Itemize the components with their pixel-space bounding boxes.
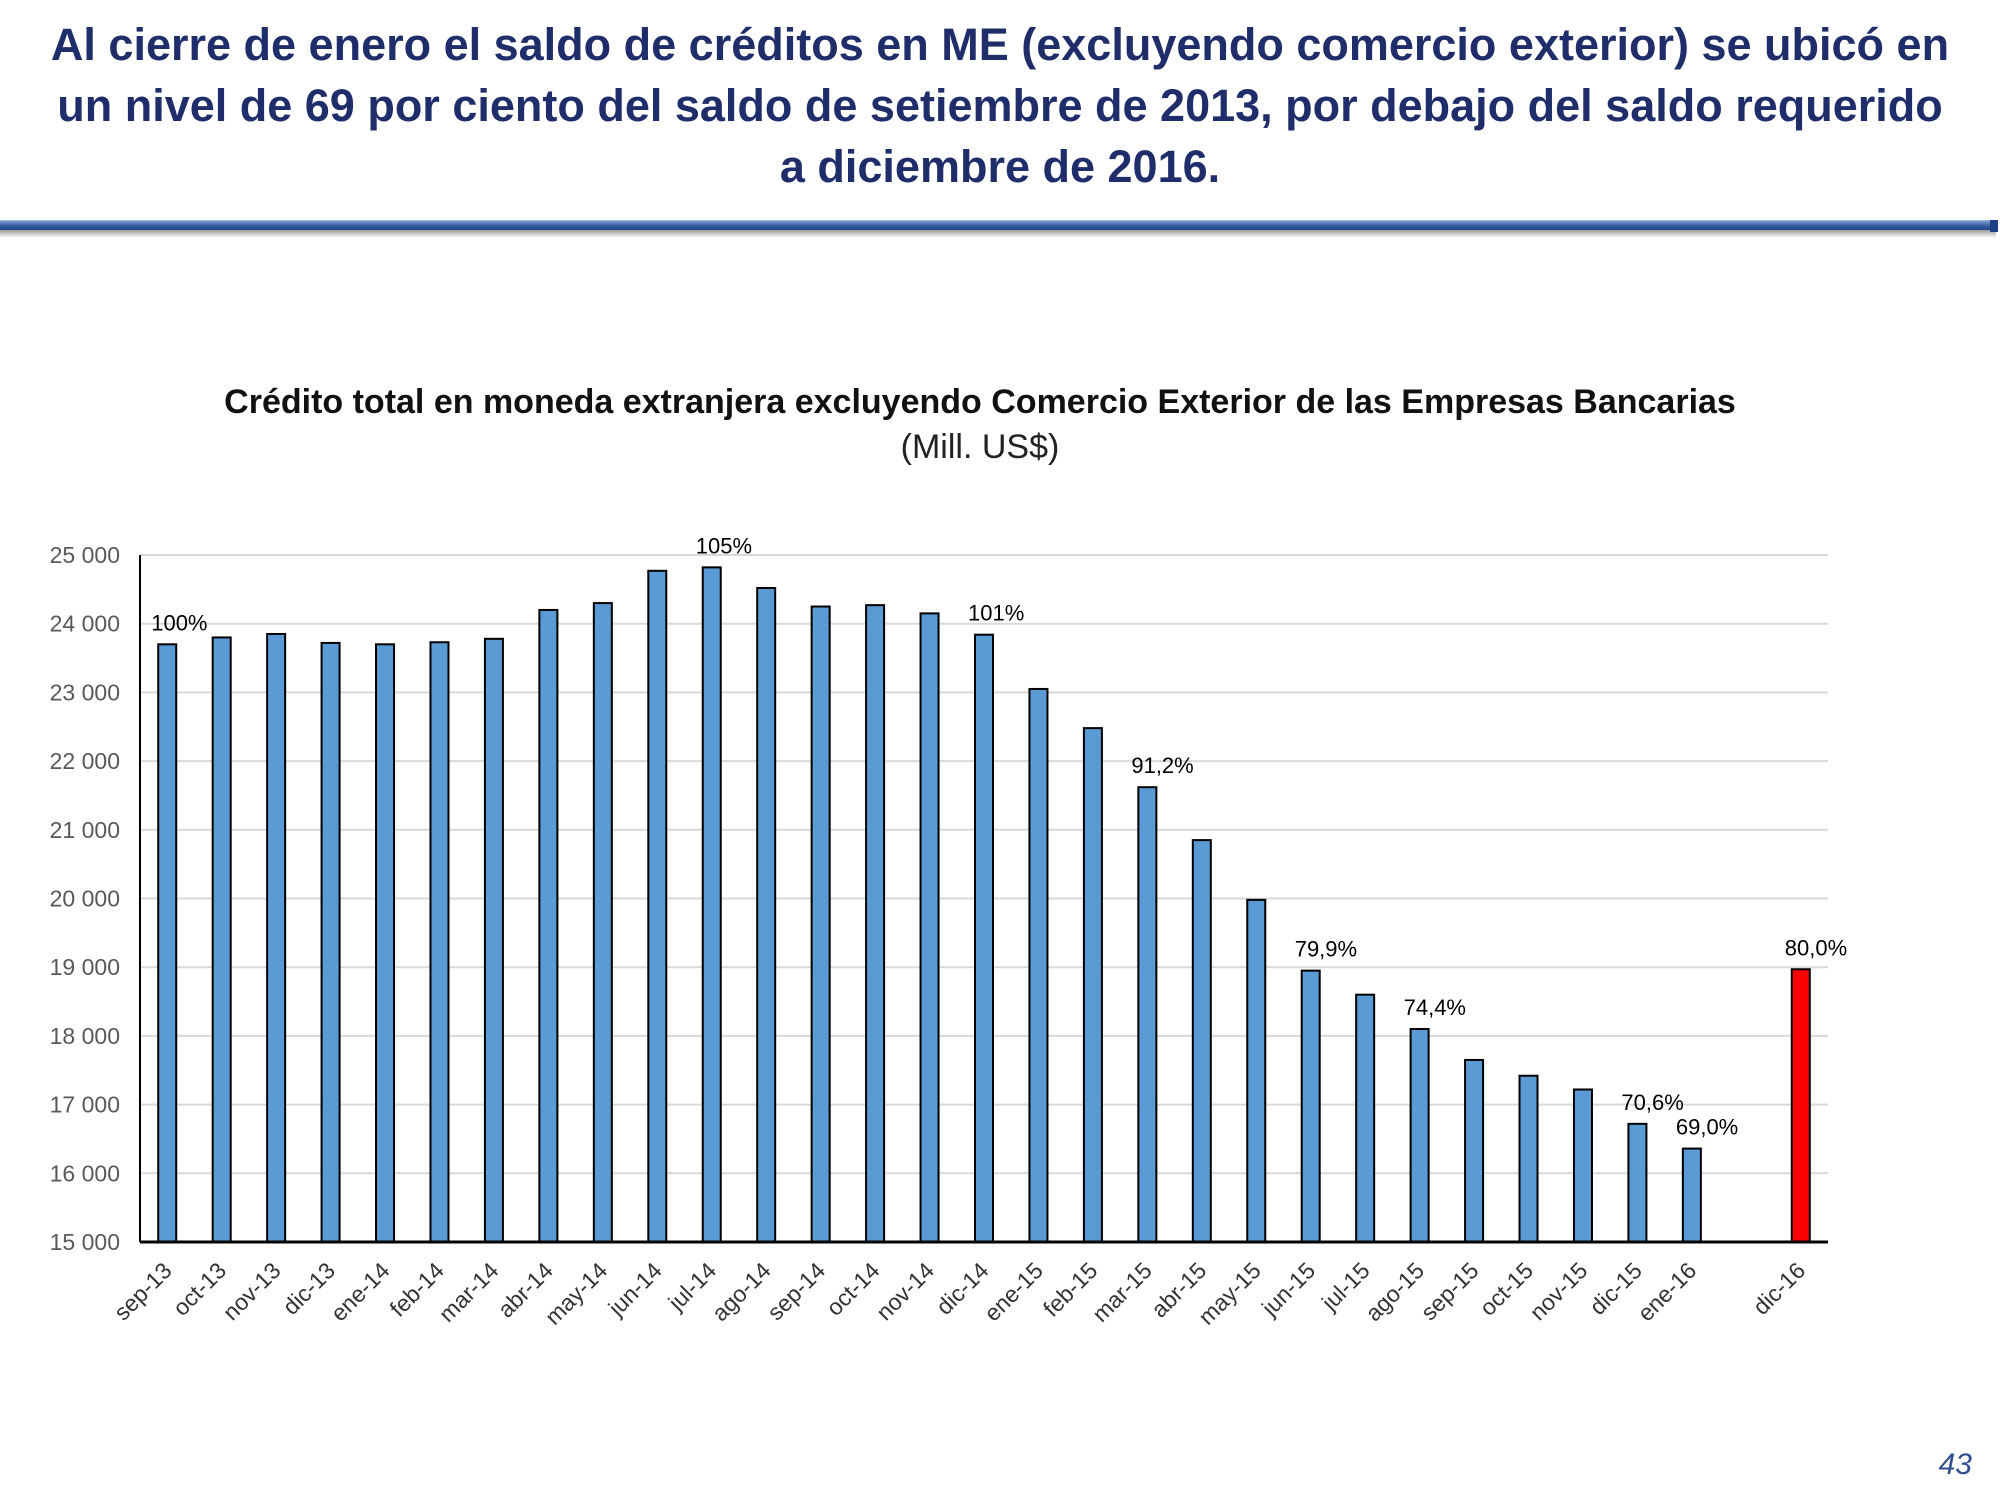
y-tick-label: 20 000 — [50, 886, 120, 912]
data-label: 101% — [968, 601, 1024, 626]
x-tick-label: sep-13 — [109, 1257, 177, 1325]
bar — [483, 637, 504, 1243]
data-label: 105% — [696, 533, 752, 558]
bar — [810, 605, 831, 1243]
bar — [1572, 1088, 1593, 1244]
bar-chart: 15 000 16 000 17 000 18 000 19 000 20 000 21 0… — [50, 533, 1848, 1330]
data-label: 91,2% — [1131, 753, 1193, 778]
bar — [538, 608, 559, 1243]
x-tick-label: may-14 — [540, 1257, 613, 1330]
y-tick-label: 24 000 — [50, 611, 120, 637]
data-label: 74,4% — [1404, 995, 1466, 1020]
bar — [1082, 727, 1103, 1243]
x-tick-label: ago-14 — [707, 1257, 776, 1326]
bar — [974, 633, 994, 1243]
x-tick-label: ene-16 — [1632, 1257, 1701, 1326]
divider-bar — [0, 220, 1996, 231]
page-number: 43 — [1938, 1448, 1972, 1481]
x-tick-label: sep-15 — [1415, 1257, 1483, 1325]
bar — [157, 643, 178, 1243]
header-divider — [0, 220, 1998, 238]
bar — [1464, 1058, 1485, 1243]
bar — [1300, 969, 1321, 1243]
bar — [1246, 898, 1267, 1243]
x-tick-label: mar-15 — [1087, 1257, 1157, 1327]
bar — [1137, 786, 1158, 1243]
x-tick-label: dic-16 — [1748, 1257, 1811, 1320]
bar — [211, 636, 232, 1243]
x-tick-label: sep-14 — [762, 1257, 830, 1325]
data-label: 100% — [151, 610, 207, 635]
slide-title: Al cierre de enero el saldo de créditos … — [50, 19, 1950, 192]
divider-shadow — [0, 230, 1996, 238]
bar — [865, 604, 886, 1243]
y-tick-label: 17 000 — [50, 1092, 120, 1118]
x-tick-label: ene-14 — [326, 1257, 395, 1326]
y-tick-label: 25 000 — [50, 542, 120, 568]
bar — [1790, 968, 1811, 1243]
bar — [701, 566, 722, 1243]
bar — [1355, 993, 1376, 1243]
data-label: 70,6% — [1621, 1090, 1683, 1115]
bar — [1627, 1122, 1648, 1243]
bar — [1191, 839, 1212, 1243]
x-tick-label: mar-14 — [434, 1257, 504, 1327]
data-label: 79,9% — [1295, 937, 1357, 962]
divider-cap — [1990, 220, 1998, 232]
x-tick-label: nov-15 — [1524, 1257, 1592, 1325]
bar — [375, 643, 396, 1243]
x-tick-label: may-15 — [1193, 1257, 1266, 1330]
data-label: 80,0% — [1785, 935, 1847, 960]
y-tick-label: 15 000 — [50, 1229, 120, 1255]
x-tick-label: ago-15 — [1360, 1257, 1429, 1326]
bar — [756, 586, 777, 1243]
bar — [429, 641, 450, 1243]
bar — [592, 602, 613, 1243]
chart-subtitle: (Mill. US$) — [900, 428, 1060, 466]
y-tick-label: 18 000 — [50, 1023, 120, 1049]
x-tick-label: nov-14 — [871, 1257, 939, 1325]
bar — [1518, 1074, 1539, 1243]
y-tick-label: 21 000 — [50, 817, 120, 843]
y-tick-label: 16 000 — [50, 1160, 120, 1186]
bar — [320, 641, 341, 1244]
y-tick-label: 22 000 — [50, 748, 120, 774]
x-tick-label: ene-15 — [979, 1257, 1048, 1326]
x-tick-label: jun-14 — [603, 1257, 667, 1321]
x-tick-label: nov-13 — [218, 1257, 286, 1325]
chart-title-block: Crédito total en moneda extranjera exclu… — [190, 380, 1770, 470]
chart-title: Crédito total en moneda extranjera exclu… — [224, 383, 1736, 421]
bar — [266, 633, 287, 1243]
x-tick-label: jun-15 — [1256, 1257, 1320, 1321]
bar — [1681, 1147, 1702, 1243]
y-tick-label: 23 000 — [50, 679, 120, 705]
bar — [647, 569, 668, 1243]
bar — [1409, 1028, 1430, 1243]
bar — [1028, 687, 1049, 1243]
y-tick-label: 19 000 — [50, 954, 120, 980]
data-label: 69,0% — [1676, 1115, 1738, 1140]
bar — [919, 612, 940, 1243]
